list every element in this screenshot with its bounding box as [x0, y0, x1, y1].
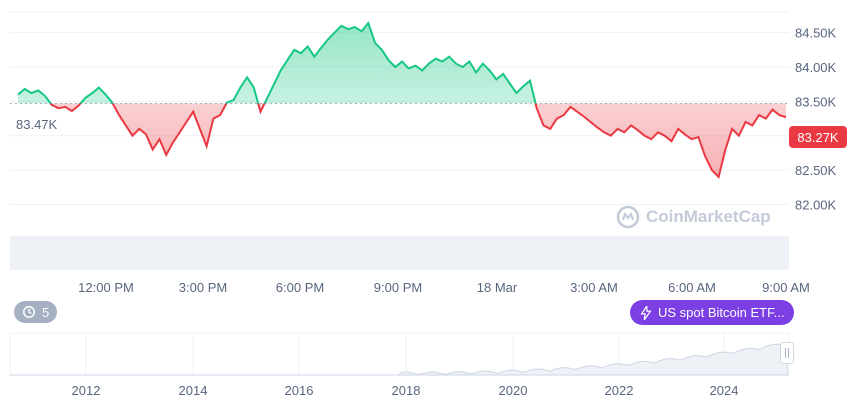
event-pill-etf[interactable]: US spot Bitcoin ETF...: [630, 300, 795, 325]
x-tick-label: 18 Mar: [477, 280, 518, 295]
price-line-up: [17, 20, 537, 104]
x-tick-label: 3:00 AM: [570, 280, 618, 295]
current-price-badge: 83.27K: [789, 126, 847, 148]
x-tick-label: 9:00 AM: [762, 280, 810, 295]
volume-band: [10, 236, 789, 270]
navigator-year-label: 2022: [605, 383, 634, 398]
y-tick-label: 84.00K: [795, 60, 837, 75]
price-line-down: [49, 103, 787, 179]
x-tick-label: 6:00 AM: [668, 280, 716, 295]
y-tick-label: 82.00K: [795, 198, 837, 213]
navigator-year-label: 2016: [285, 383, 314, 398]
navigator-year-label: 2024: [710, 383, 739, 398]
events-history-button[interactable]: 5: [14, 301, 58, 323]
x-tick-label: 6:00 PM: [276, 280, 324, 295]
start-price-label: 83.47K: [16, 117, 58, 132]
y-tick-label: 83.50K: [795, 94, 837, 109]
y-tick-label: 82.50K: [795, 163, 837, 178]
history-icon: [23, 306, 35, 318]
navigator-year-label: 2018: [392, 383, 421, 398]
watermark: CoinMarketCap: [616, 205, 771, 229]
x-tick-label: 12:00 PM: [78, 280, 134, 295]
area-below-baseline: [50, 103, 786, 177]
y-tick-label: 84.50K: [795, 26, 837, 41]
navigator-year-label: 2020: [499, 383, 528, 398]
x-tick-label: 9:00 PM: [374, 280, 422, 295]
navigator-year-label: 2012: [72, 383, 101, 398]
history-count: 5: [42, 304, 50, 320]
watermark-text: CoinMarketCap: [646, 207, 771, 226]
lightning-icon: [640, 305, 652, 320]
coinmarketcap-logo-icon: [616, 205, 640, 229]
area-above-baseline: [18, 23, 786, 104]
navigator-year-label: 2014: [179, 383, 208, 398]
range-slider-handle[interactable]: [780, 342, 794, 364]
event-pill-label: US spot Bitcoin ETF...: [658, 305, 785, 320]
navigator-area: [10, 343, 789, 376]
x-tick-label: 3:00 PM: [179, 280, 227, 295]
